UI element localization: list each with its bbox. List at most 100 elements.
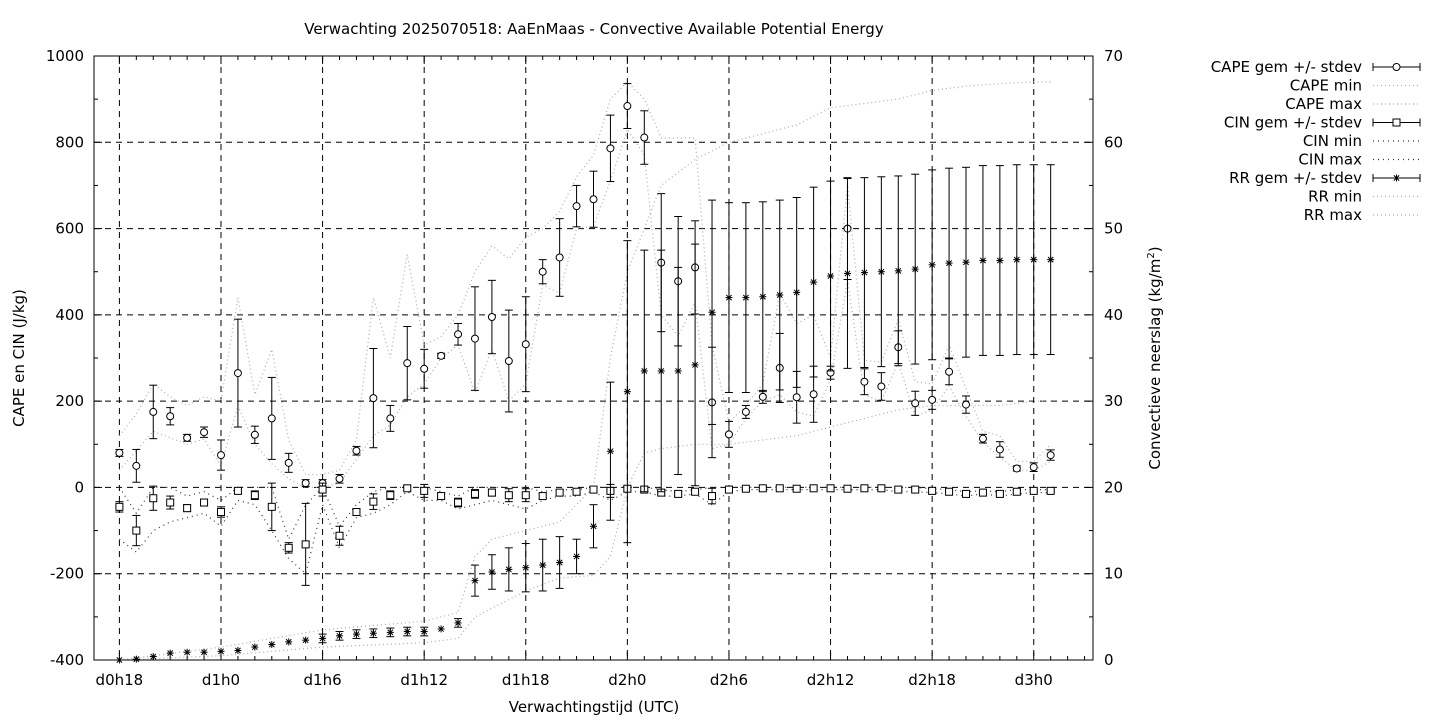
y-tick-label: 400 bbox=[55, 306, 84, 324]
cape-point bbox=[809, 390, 818, 399]
rr-point bbox=[691, 361, 699, 369]
y-axis-right: 70 60 50 40 30 20 10 0 bbox=[1085, 47, 1123, 669]
cin-point bbox=[470, 489, 479, 498]
cin-point bbox=[301, 540, 310, 549]
rr-point bbox=[200, 648, 208, 656]
cin-point bbox=[674, 489, 683, 498]
cape-point bbox=[928, 395, 937, 404]
star-stroke bbox=[844, 270, 851, 277]
cape-point bbox=[640, 133, 649, 142]
rr-point bbox=[251, 643, 259, 651]
rr-point bbox=[674, 367, 682, 375]
star-stroke bbox=[861, 269, 868, 276]
star-stroke bbox=[167, 650, 174, 657]
star-stroke bbox=[675, 367, 682, 374]
legend-label: RR max bbox=[1304, 206, 1362, 224]
star-stroke bbox=[759, 293, 766, 300]
star-stroke bbox=[709, 309, 716, 316]
star-stroke bbox=[573, 553, 580, 560]
rr-point bbox=[877, 268, 885, 276]
y2-tick-label: 20 bbox=[1104, 478, 1123, 496]
star-stroke bbox=[455, 619, 462, 626]
x-tick-label: d2h0 bbox=[608, 671, 646, 689]
rr-min-line bbox=[119, 400, 1051, 661]
star-stroke bbox=[285, 638, 292, 645]
rr-point bbox=[657, 367, 665, 375]
y-axis-label: CAPE en CIN (J/kg) bbox=[10, 289, 28, 427]
rr-point bbox=[708, 308, 716, 316]
cin-point bbox=[149, 494, 158, 503]
cin-point bbox=[894, 485, 903, 494]
cape-point bbox=[420, 364, 429, 373]
y2-tick-label: 50 bbox=[1104, 220, 1123, 238]
cin-point bbox=[843, 484, 852, 493]
y2-tick-label: 0 bbox=[1104, 651, 1114, 669]
star-stroke bbox=[1047, 256, 1054, 263]
star-stroke bbox=[251, 644, 258, 651]
cin-point bbox=[911, 485, 920, 494]
star-stroke bbox=[353, 631, 360, 638]
cape-point bbox=[403, 359, 412, 368]
star-stroke bbox=[522, 564, 529, 571]
rr-point bbox=[369, 629, 377, 637]
star-stroke bbox=[336, 632, 343, 639]
cape-point bbox=[267, 414, 276, 423]
star-stroke bbox=[929, 261, 936, 268]
cape-point bbox=[623, 102, 632, 111]
cape-point bbox=[741, 407, 750, 416]
cape-point bbox=[758, 392, 767, 401]
star-stroke bbox=[692, 361, 699, 368]
cin-point bbox=[538, 492, 547, 501]
rr-point bbox=[556, 558, 564, 566]
y-axis-left: 1000 800 600 400 200 0 -200 -400 bbox=[46, 47, 102, 669]
errorbars-and-markers bbox=[115, 83, 1055, 664]
rr-point bbox=[1030, 256, 1038, 264]
cin-point bbox=[352, 508, 361, 517]
star-stroke bbox=[234, 647, 241, 654]
legend-label: CIN min bbox=[1303, 132, 1362, 150]
x-tick-label: d1h6 bbox=[304, 671, 342, 689]
cin-point bbox=[403, 484, 412, 493]
plot-frame bbox=[93, 55, 1094, 661]
star-stroke bbox=[658, 367, 665, 374]
star-stroke bbox=[302, 637, 309, 644]
star-stroke bbox=[776, 292, 783, 298]
legend-marker bbox=[1392, 118, 1401, 127]
star-stroke bbox=[505, 566, 512, 573]
rr-point bbox=[590, 522, 597, 530]
cin-point bbox=[437, 492, 446, 501]
star-stroke bbox=[1393, 175, 1400, 181]
star-stroke bbox=[218, 648, 224, 655]
star-stroke bbox=[590, 523, 597, 530]
rr-point bbox=[471, 577, 479, 585]
cin-point bbox=[267, 502, 276, 511]
cin-point bbox=[386, 491, 395, 500]
star-stroke bbox=[201, 649, 208, 656]
x-tick-label: d1h18 bbox=[502, 671, 550, 689]
star-stroke bbox=[488, 569, 495, 575]
cin-point bbox=[1029, 486, 1038, 495]
legend-label: CIN gem +/- stdev bbox=[1224, 114, 1362, 132]
cape-point bbox=[437, 351, 446, 360]
cape-point bbox=[200, 428, 209, 437]
y2-tick-label: 40 bbox=[1104, 306, 1123, 324]
star-stroke bbox=[641, 367, 648, 374]
cin-point bbox=[572, 487, 581, 496]
cin-point bbox=[454, 498, 463, 507]
legend-label: CIN max bbox=[1298, 151, 1362, 169]
cin-point bbox=[233, 486, 242, 495]
cin-point bbox=[962, 489, 971, 498]
cape-point bbox=[369, 394, 378, 403]
cin-max-line bbox=[118, 486, 1051, 541]
cape-point bbox=[1046, 451, 1055, 460]
star-stroke bbox=[895, 267, 902, 274]
cape-point bbox=[1029, 463, 1038, 472]
cin-point bbox=[250, 491, 259, 500]
cin-point bbox=[758, 484, 767, 493]
star-stroke bbox=[979, 257, 986, 264]
star-stroke bbox=[878, 268, 885, 275]
cape-point bbox=[454, 330, 463, 339]
y2-tick-label: 30 bbox=[1104, 392, 1123, 410]
rr-point bbox=[352, 630, 360, 638]
cape-point bbox=[335, 474, 344, 483]
